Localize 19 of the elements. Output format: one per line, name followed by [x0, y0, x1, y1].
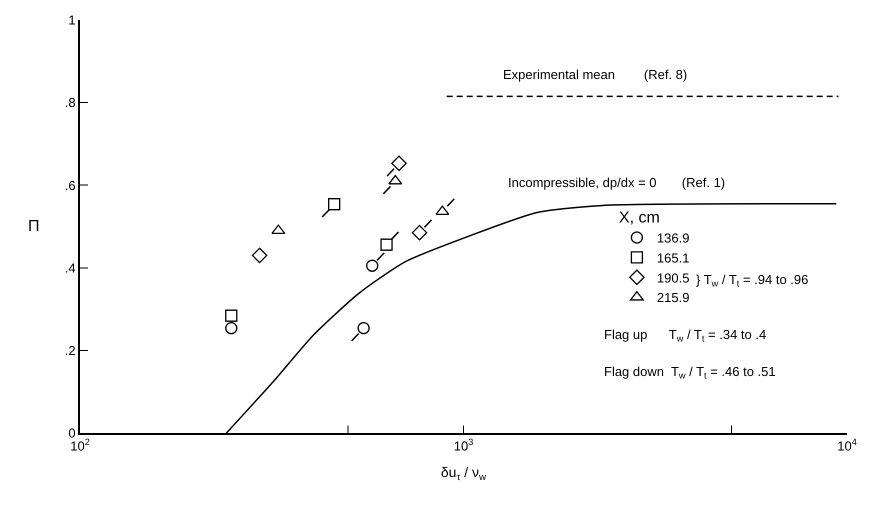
annotation: } T$_{w}$ / T$_{t}$ = .94 to .96 [696, 272, 808, 289]
annotation: Flag down T$_{w}$ / T$_{t}$ = .46 to .51 [604, 364, 776, 381]
annotation: Experimental mean (Ref. 8) [503, 67, 688, 82]
x-axis-title: δu$_{τ}$ / ν$_{w}$ [440, 464, 488, 484]
annotation: Flag up T$_{w}$ / T$_{t}$ = .34 to .4 [604, 327, 766, 344]
y-tick-label: 1 [68, 12, 76, 28]
x-tick-label: 10$^{3}$ [454, 436, 474, 454]
legend-title: X, cm [618, 210, 660, 227]
y-tick-label: .6 [64, 178, 76, 193]
y-tick-label: .2 [64, 342, 76, 358]
legend-label: 165.1 [656, 250, 690, 266]
y-tick-label: .8 [64, 95, 76, 110]
legend-label: 215.9 [656, 290, 690, 306]
y-tick-label: .4 [64, 260, 76, 276]
y-axis-title: Π [28, 218, 40, 235]
annotation: Incompressible, dp/dx = 0 (Ref. 1) [508, 175, 726, 190]
legend-label: 190.5 [656, 270, 690, 286]
x-tick-label: 10$^{4}$ [837, 436, 857, 454]
legend-label: 136.9 [656, 230, 690, 246]
